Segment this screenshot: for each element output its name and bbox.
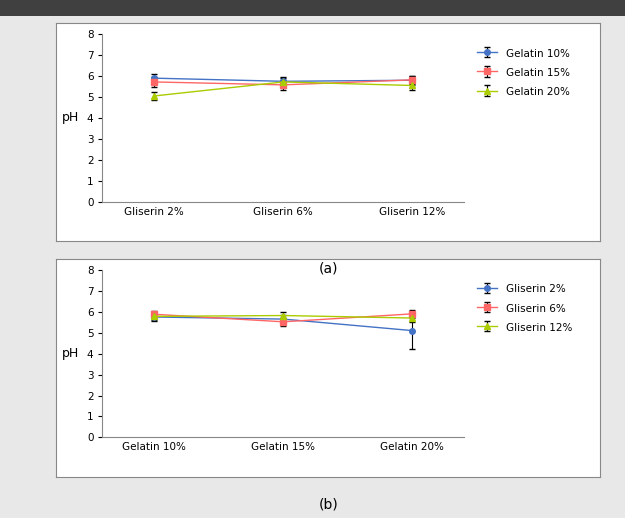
Y-axis label: pH: pH [61, 111, 79, 124]
Legend: Gliserin 2%, Gliserin 6%, Gliserin 12%: Gliserin 2%, Gliserin 6%, Gliserin 12% [476, 283, 572, 333]
Text: (b): (b) [318, 497, 338, 511]
Legend: Gelatin 10%, Gelatin 15%, Gelatin 20%: Gelatin 10%, Gelatin 15%, Gelatin 20% [476, 48, 569, 97]
Text: (a): (a) [318, 262, 338, 276]
Y-axis label: pH: pH [61, 347, 79, 360]
